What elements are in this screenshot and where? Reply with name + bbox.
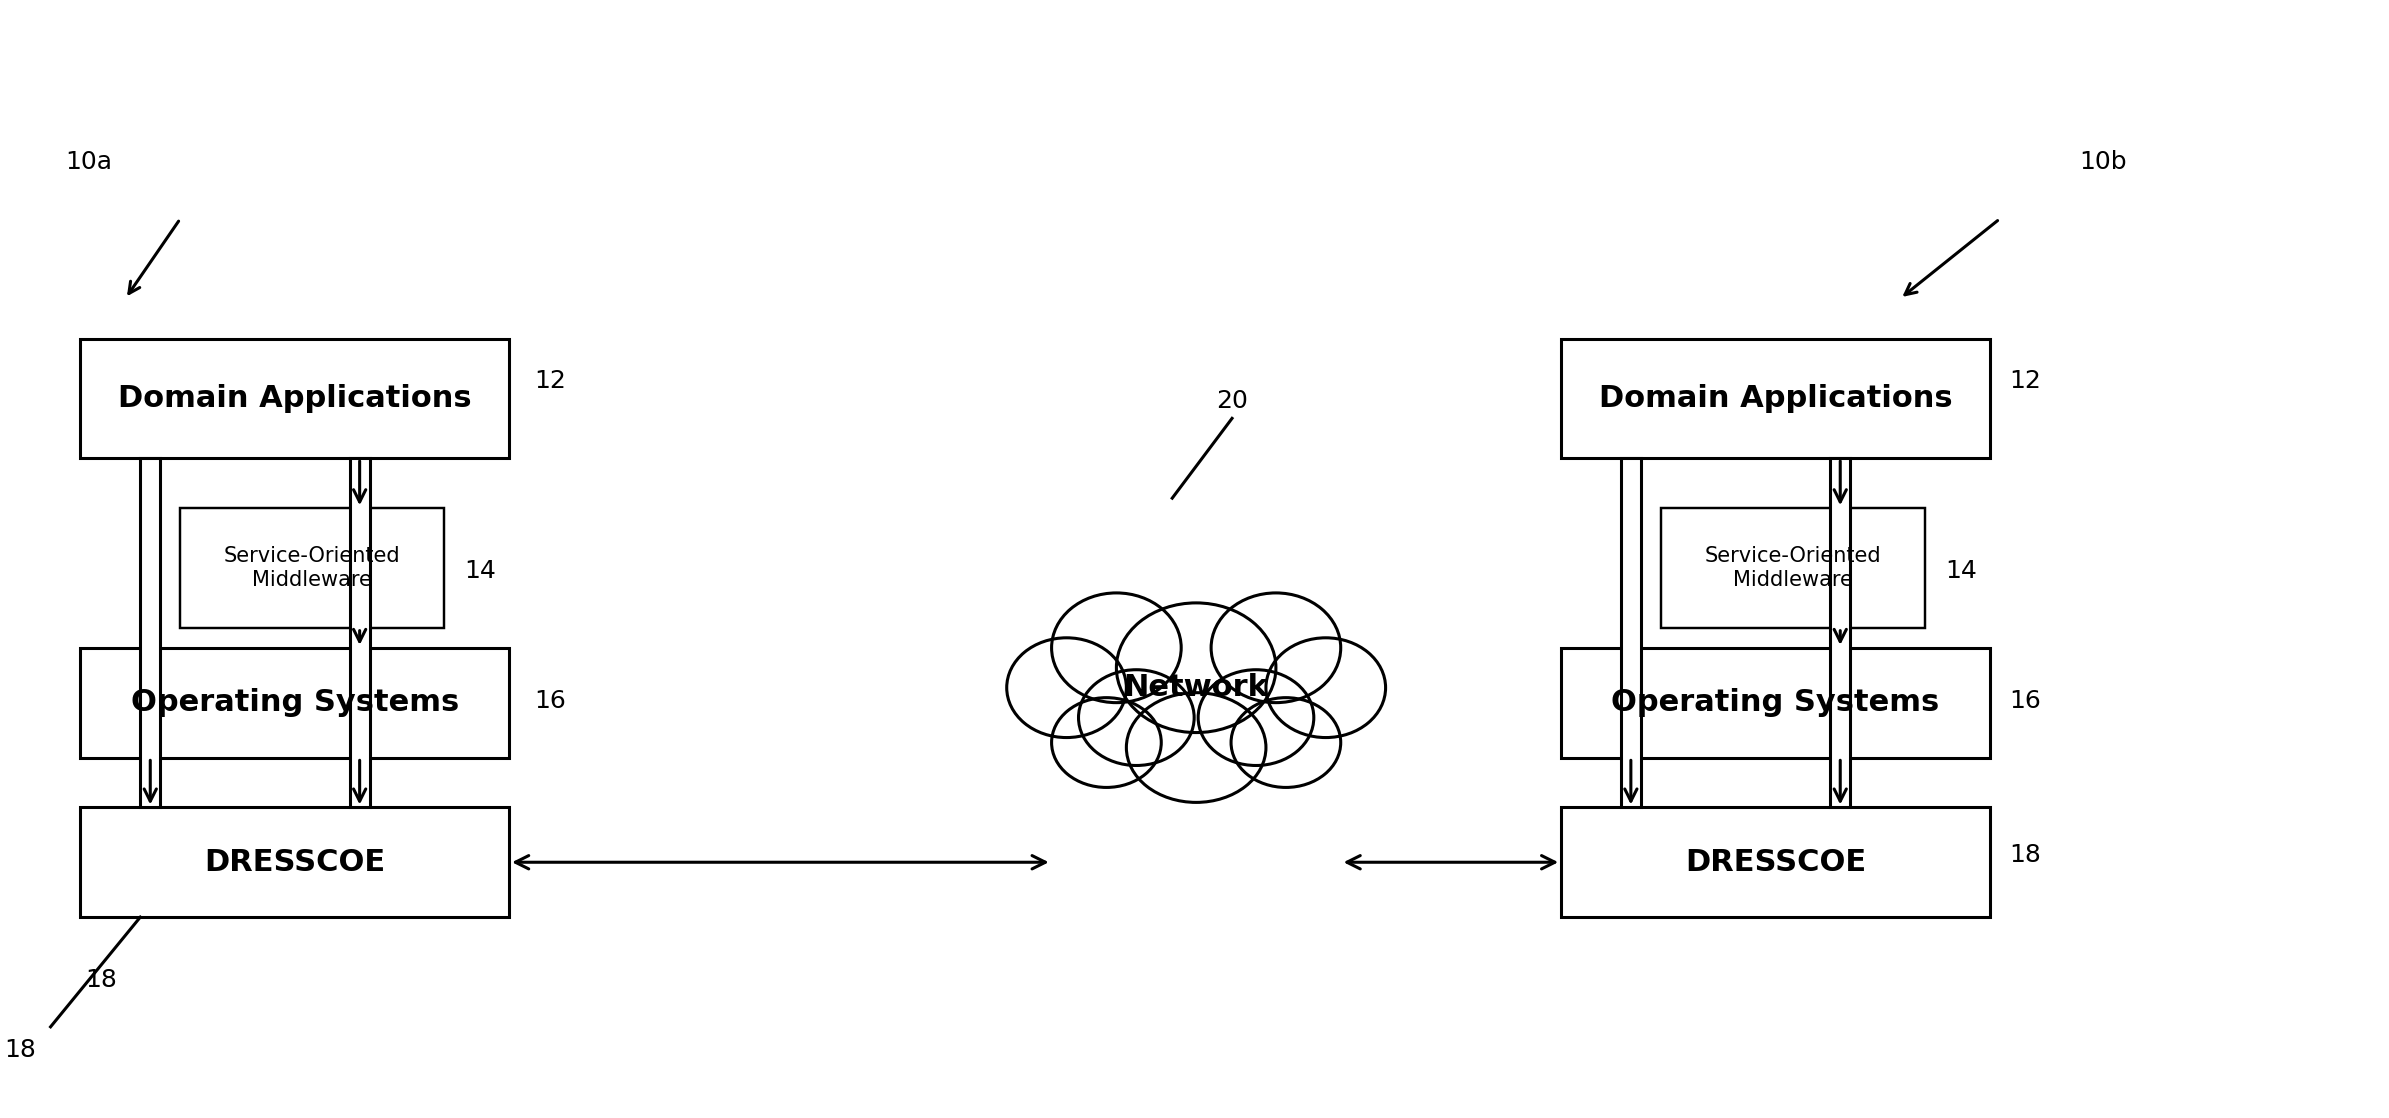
Text: 16: 16 — [2009, 689, 2043, 712]
Bar — [179, 508, 444, 628]
Ellipse shape — [1266, 637, 1386, 738]
Text: 10b: 10b — [2078, 150, 2126, 174]
Ellipse shape — [1051, 593, 1180, 702]
Bar — [1660, 508, 1926, 628]
Text: 18: 18 — [5, 1038, 36, 1062]
Bar — [81, 807, 509, 917]
Text: Operating Systems: Operating Systems — [131, 689, 459, 717]
Text: 14: 14 — [1945, 559, 1976, 582]
Text: 12: 12 — [2009, 369, 2043, 394]
Ellipse shape — [1116, 603, 1276, 732]
Text: 18: 18 — [2009, 843, 2043, 868]
Text: 10a: 10a — [65, 150, 112, 174]
Bar — [81, 339, 509, 458]
Text: DRESSCOE: DRESSCOE — [205, 847, 385, 877]
Bar — [1830, 458, 1849, 807]
Bar — [81, 647, 509, 758]
Ellipse shape — [1211, 593, 1340, 702]
Ellipse shape — [1230, 698, 1340, 787]
Text: 18: 18 — [86, 968, 117, 992]
Bar — [349, 458, 370, 807]
Bar — [1560, 339, 1990, 458]
Text: Service-Oriented
Middleware: Service-Oriented Middleware — [1706, 547, 1880, 589]
Text: 16: 16 — [535, 689, 566, 712]
Text: Network: Network — [1123, 673, 1269, 702]
Ellipse shape — [1077, 670, 1194, 766]
Text: 20: 20 — [1216, 389, 1247, 414]
Ellipse shape — [1006, 637, 1125, 738]
Text: Operating Systems: Operating Systems — [1610, 689, 1940, 717]
Text: Service-Oriented
Middleware: Service-Oriented Middleware — [225, 547, 401, 589]
Bar — [1560, 647, 1990, 758]
Ellipse shape — [1125, 693, 1266, 803]
Ellipse shape — [1051, 698, 1161, 787]
Bar — [1560, 807, 1990, 917]
Text: 12: 12 — [535, 369, 566, 394]
Text: Domain Applications: Domain Applications — [1598, 383, 1952, 413]
Text: 14: 14 — [463, 559, 497, 582]
Text: DRESSCOE: DRESSCOE — [1684, 847, 1866, 877]
Bar — [1620, 458, 1641, 807]
Bar — [141, 458, 160, 807]
Text: Domain Applications: Domain Applications — [117, 383, 471, 413]
Ellipse shape — [1199, 670, 1314, 766]
